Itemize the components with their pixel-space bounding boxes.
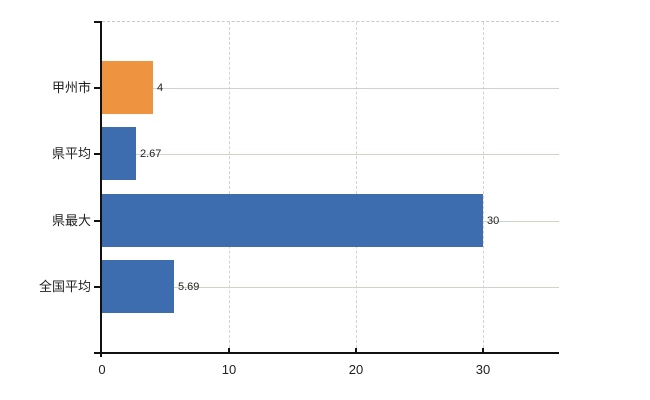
category-label: 甲州市 (51, 80, 91, 95)
grid-line-vertical (483, 22, 484, 353)
bar (102, 61, 153, 114)
y-axis-tick (94, 220, 102, 222)
x-axis-tick (228, 348, 230, 353)
grid-line-horizontal (102, 287, 559, 288)
x-tick-label: 10 (221, 362, 237, 377)
grid-line-horizontal (102, 88, 559, 89)
x-axis-tick (355, 348, 357, 353)
category-label: 県最大 (51, 213, 91, 228)
x-tick-label: 20 (348, 362, 364, 377)
x-axis-tick (482, 348, 484, 353)
bar (102, 194, 483, 247)
bar (102, 260, 174, 313)
bar-value-label: 5.69 (178, 281, 200, 293)
y-axis-tick (94, 286, 102, 288)
bar (102, 127, 136, 180)
grid-line-horizontal (102, 154, 559, 155)
category-label: 全国平均 (38, 279, 91, 294)
y-axis-top-tick (94, 21, 102, 23)
bar-value-label: 30 (487, 215, 500, 227)
x-axis-line (94, 352, 559, 354)
bar-value-label: 2.67 (140, 148, 162, 160)
category-label: 県平均 (51, 146, 91, 161)
bar-value-label: 4 (157, 82, 164, 94)
plot-top-border (102, 21, 559, 22)
x-tick-label: 30 (475, 362, 491, 377)
grid-line-vertical (229, 22, 230, 353)
y-axis-tick (94, 153, 102, 155)
y-axis-line (100, 22, 102, 357)
x-tick-label: 0 (98, 362, 106, 377)
grid-line-vertical (356, 22, 357, 353)
y-axis-tick (94, 87, 102, 89)
